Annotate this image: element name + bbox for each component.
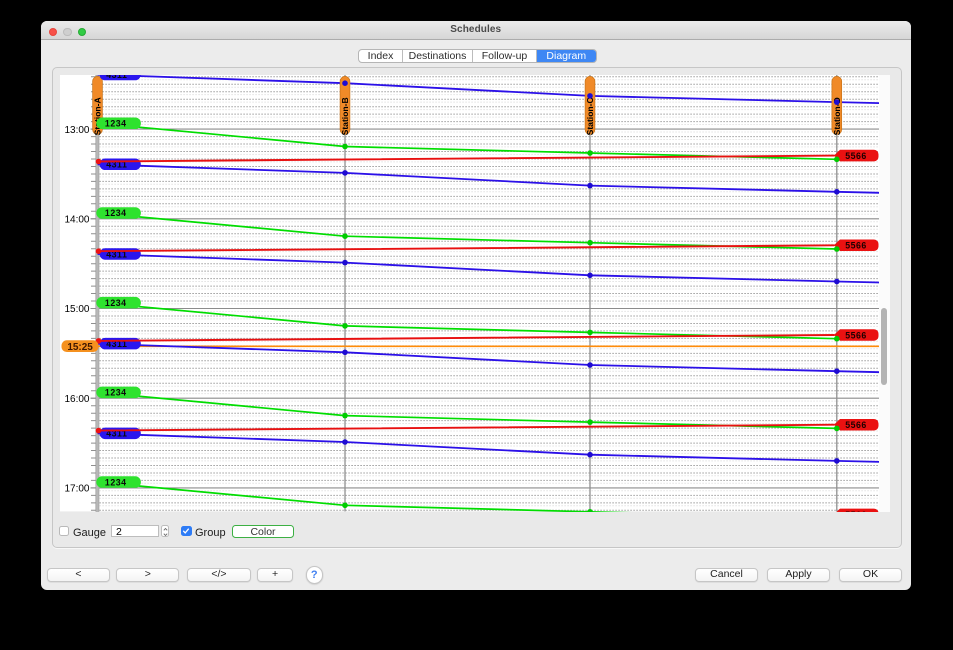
svg-text:4311: 4311 (106, 160, 127, 170)
svg-text:1234: 1234 (104, 119, 126, 129)
svg-text:Station-A: Station-A (92, 98, 102, 136)
svg-text:17:00: 17:00 (64, 484, 89, 495)
svg-text:1234: 1234 (104, 209, 126, 219)
svg-text:16:00: 16:00 (64, 394, 89, 405)
svg-text:14:00: 14:00 (64, 215, 89, 226)
svg-text:5566: 5566 (845, 241, 867, 251)
svg-text:1234: 1234 (104, 298, 126, 308)
svg-text:Station-C: Station-C (585, 98, 595, 136)
svg-text:4311: 4311 (106, 429, 127, 439)
svg-text:1234: 1234 (104, 478, 126, 488)
svg-text:4311: 4311 (106, 339, 127, 349)
svg-text:5566: 5566 (845, 151, 867, 161)
svg-text:15:00: 15:00 (64, 305, 89, 316)
svg-text:Station-B: Station-B (340, 98, 350, 136)
svg-text:5566: 5566 (845, 331, 867, 341)
svg-text:4311: 4311 (106, 250, 127, 260)
svg-text:5566: 5566 (845, 420, 867, 430)
svg-text:1234: 1234 (104, 388, 126, 398)
svg-text:4311: 4311 (106, 75, 127, 80)
svg-text:15:25: 15:25 (67, 342, 93, 353)
svg-text:Station-D: Station-D (831, 98, 841, 136)
svg-text:5566: 5566 (845, 510, 867, 512)
svg-text:13:00: 13:00 (64, 125, 89, 136)
